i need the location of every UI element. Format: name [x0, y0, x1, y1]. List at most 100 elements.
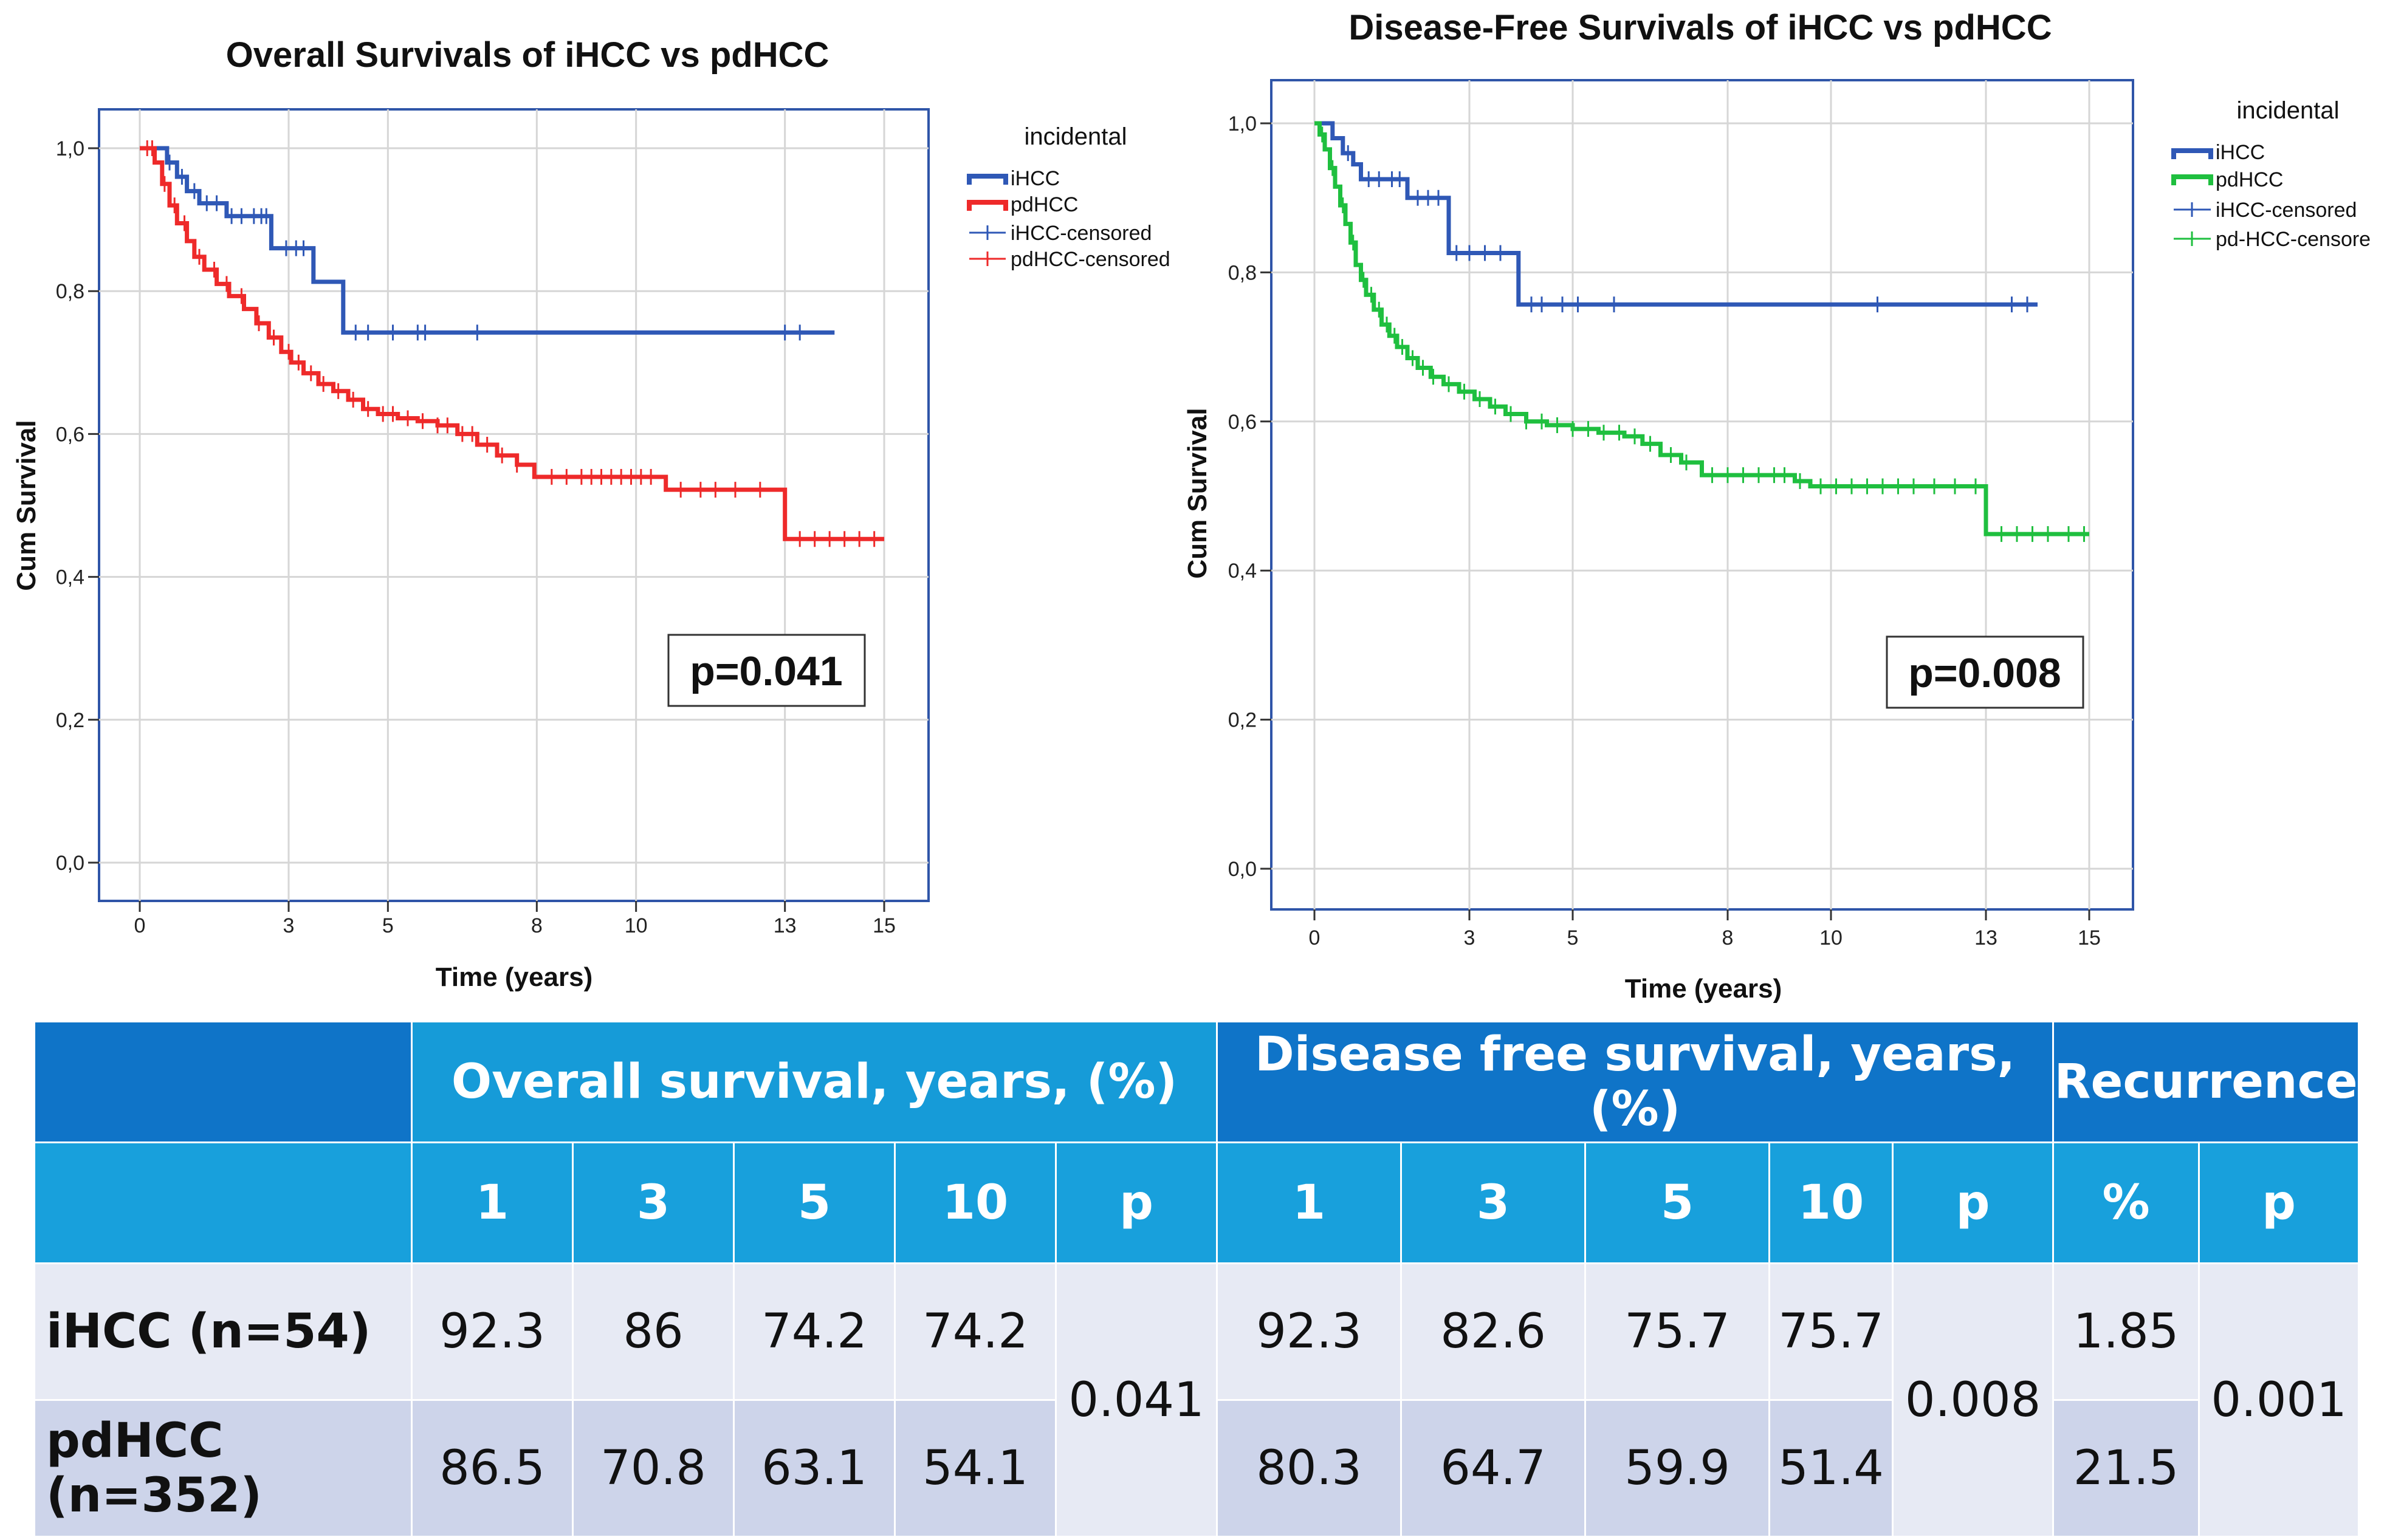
subheader-recurrence-pct: % [2052, 1141, 2200, 1264]
x-tick-label: 10 [625, 914, 648, 937]
x-tick-label: 0 [1309, 926, 1321, 950]
survival-summary-table: Overall survival, years, (%) Disease fre… [33, 1021, 2360, 1538]
y-tick-label: 0,8 [1228, 261, 1257, 284]
subheader-dfs-year: 5 [1584, 1141, 1771, 1264]
table-cell: 74.2 [894, 1262, 1057, 1401]
subheader-dfs-year: 1 [1216, 1141, 1403, 1264]
y-tick-label: 0,2 [1228, 709, 1257, 732]
legend-swatch-ihcc-censored [969, 225, 1006, 240]
table-row: pdHCC (n=352) 86.5 70.8 63.1 54.1 80.3 6… [33, 1399, 2359, 1538]
x-tick-label: 3 [1464, 926, 1475, 950]
plot-area [98, 108, 930, 902]
legend-entry-pdhcc-censored: pdHCC-censored [1011, 248, 1170, 271]
recurrence-p-value: 0.001 [2198, 1262, 2360, 1538]
subheader-os-year: 5 [733, 1141, 896, 1264]
x-tick-label: 0 [134, 914, 146, 937]
table-cell: 63.1 [733, 1399, 896, 1538]
table-subheader-row: 1 3 5 10 p 1 3 5 10 p % p [33, 1141, 2360, 1264]
table-cell: 86.5 [411, 1399, 574, 1538]
table-cell: 21.5 [2052, 1399, 2200, 1538]
header-blank-cell [33, 1021, 413, 1143]
table-cell: 59.9 [1584, 1399, 1771, 1538]
plot-area [1270, 79, 2134, 911]
y-tick-label: 0,0 [1228, 858, 1257, 881]
legend-title: incidental [2236, 97, 2339, 124]
chart-title: Overall Survivals of iHCC vs pdHCC [226, 35, 829, 75]
grid-lines [88, 109, 929, 912]
y-tick-label: 0,6 [1228, 411, 1257, 434]
x-tick-label: 13 [774, 914, 797, 937]
subheader-os-year: 1 [411, 1141, 574, 1264]
x-tick-label: 8 [531, 914, 543, 937]
y-tick-label: 0,6 [56, 423, 84, 446]
p-value-box [667, 634, 866, 707]
legend-entry-ihcc: iHCC [1011, 167, 1060, 190]
legend-entry-pdhcc-censored: pd-HCC-censore [2216, 228, 2371, 251]
subheader-os-year: 3 [572, 1141, 735, 1264]
subheader-dfs-year: 10 [1768, 1141, 1894, 1264]
subheader-blank-cell [33, 1141, 413, 1264]
legend-swatch-pdhcc [967, 200, 1008, 211]
table-header-row: Overall survival, years, (%) Disease fre… [33, 1021, 2360, 1143]
y-tick-labels: 0,0 0,2 0,4 0,6 0,8 1,0 [1228, 112, 1257, 881]
legend: incidental iHCC pdHCC iHCC-censored pdHC… [967, 123, 1170, 271]
table-cell: 82.6 [1400, 1262, 1587, 1401]
series-line-pdhcc [1314, 121, 2089, 536]
chart-title: Disease-Free Survivals of iHCC vs pdHCC [1348, 8, 2052, 47]
legend-entry-ihcc-censored: iHCC-censored [1011, 222, 1152, 245]
survival-curves [1314, 121, 2089, 542]
x-tick-label: 5 [382, 914, 394, 937]
x-tick-labels: 0 3 5 8 10 13 15 [134, 914, 896, 937]
legend-entry-ihcc: iHCC [2216, 141, 2265, 164]
legend-entry-pdhcc: pdHCC [2216, 168, 2283, 191]
row-label: pdHCC (n=352) [33, 1399, 413, 1538]
p-value-box [1886, 635, 2084, 709]
legend-entry-ihcc-censored: iHCC-censored [2216, 199, 2357, 222]
y-tick-labels: 0,0 0,2 0,4 0,6 0,8 1,0 [56, 137, 84, 875]
legend-swatch-ihcc-censored [2174, 202, 2211, 217]
table-cell: 51.4 [1768, 1399, 1894, 1538]
subheader-dfs-year: 3 [1400, 1141, 1587, 1264]
header-overall-survival: Overall survival, years, (%) [410, 1021, 1218, 1143]
x-tick-labels: 0 3 5 8 10 13 15 [1309, 926, 2101, 950]
row-label: iHCC (n=54) [33, 1262, 413, 1401]
legend-title: incidental [1024, 123, 1127, 150]
x-tick-label: 10 [1819, 926, 1843, 950]
grid-lines [1260, 80, 2133, 920]
subheader-os-p: p [1054, 1141, 1218, 1264]
legend-swatch-pdhcc-censored [969, 252, 1006, 266]
p-value-annotation: p=0.041 [690, 648, 842, 694]
y-axis-label: Cum Survival [12, 420, 41, 590]
table-cell: 1.85 [2052, 1262, 2200, 1401]
survival-charts: Overall Survivals of iHCC vs pdHCC 0,00,… [12, 8, 2371, 1004]
table-cell: 92.3 [411, 1262, 574, 1401]
table-cell: 70.8 [572, 1399, 735, 1538]
legend-entry-pdhcc: pdHCC [1011, 193, 1078, 216]
x-tick-label: 8 [1722, 926, 1734, 950]
header-recurrence: Recurrence [2052, 1021, 2360, 1143]
table-cell: 80.3 [1216, 1399, 1403, 1538]
y-tick-label: 0,0 [56, 852, 84, 875]
x-tick-label: 13 [1974, 926, 1997, 950]
x-axis-label: Time (years) [436, 962, 592, 992]
subheader-dfs-p: p [1892, 1141, 2055, 1264]
y-tick-label: 1,0 [1228, 112, 1257, 135]
table-cell: 64.7 [1400, 1399, 1587, 1538]
table-row: iHCC (n=54) 92.3 86 74.2 74.2 0.041 92.3… [33, 1262, 2360, 1538]
series-line-ihcc [140, 146, 835, 335]
y-tick-label: 0,4 [1228, 560, 1257, 583]
subheader-os-year: 10 [894, 1141, 1057, 1264]
p-value-annotation: p=0.008 [1908, 650, 2061, 696]
legend: incidental iHCC pdHCC iHCC-censored pd-H… [2171, 97, 2371, 251]
table-cell: 92.3 [1216, 1262, 1403, 1401]
y-tick-label: 0,4 [56, 566, 84, 589]
x-tick-label: 3 [283, 914, 295, 937]
y-tick-label: 0,8 [56, 280, 84, 303]
x-tick-label: 5 [1567, 926, 1579, 950]
legend-swatch-ihcc [967, 174, 1008, 185]
survival-curves [140, 140, 884, 547]
overall-survival-chart: Overall Survivals of iHCC vs pdHCC 0,0 0,… [12, 35, 1170, 992]
x-axis-label: Time (years) [1625, 974, 1782, 1004]
legend-swatch-ihcc [2171, 148, 2213, 159]
series-line-ihcc [1314, 121, 2038, 307]
